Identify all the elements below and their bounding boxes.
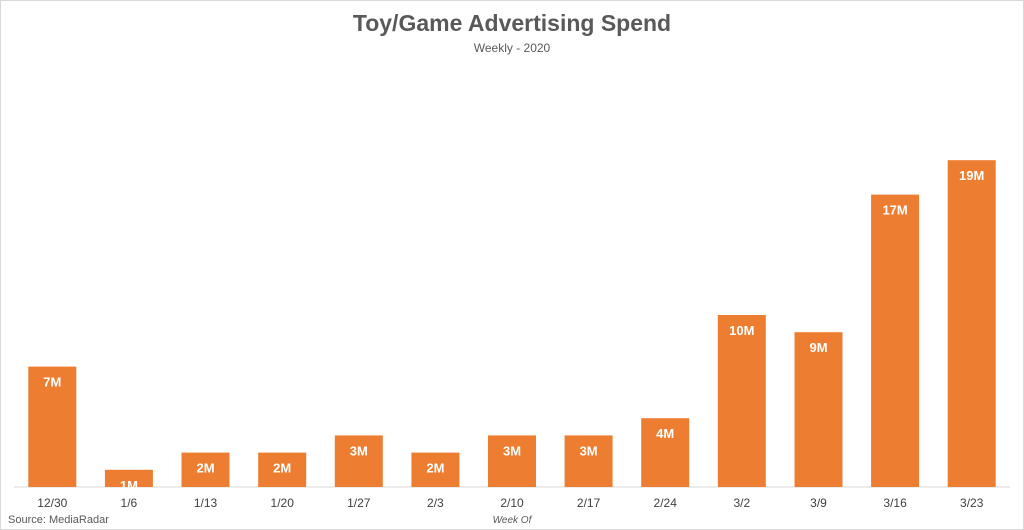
x-axis-title: Week Of	[492, 515, 532, 526]
data-label: 2M	[196, 461, 214, 476]
bar	[28, 366, 77, 487]
bar	[794, 332, 843, 487]
data-label: 1M	[120, 478, 138, 493]
x-tick-label: 1/20	[271, 496, 295, 510]
bar	[641, 418, 690, 487]
source-note: Source: MediaRadar	[8, 514, 109, 526]
chart-title: Toy/Game Advertising Spend	[352, 10, 672, 36]
x-tick-label: 1/13	[194, 496, 218, 510]
bar	[488, 435, 536, 487]
x-tick-label: 3/2	[733, 496, 750, 510]
data-label: 17M	[882, 203, 907, 218]
bar	[717, 315, 766, 487]
data-label: 4M	[656, 426, 674, 441]
data-label: 9M	[809, 340, 827, 355]
bar	[871, 194, 920, 487]
data-label: 3M	[350, 443, 368, 458]
data-label: 2M	[273, 461, 291, 476]
data-label: 3M	[580, 443, 598, 458]
data-label: 3M	[503, 443, 521, 458]
x-tick-label: 3/9	[810, 496, 827, 510]
x-tick-label: 1/6	[121, 496, 138, 510]
x-tick-label: 2/17	[577, 496, 601, 510]
bar	[181, 452, 230, 487]
data-label: 10M	[729, 323, 754, 338]
x-tick-label: 2/3	[427, 496, 444, 510]
chart-subtitle: Weekly - 2020	[473, 41, 551, 55]
bar	[104, 469, 153, 487]
x-tick-label: 2/10	[500, 496, 524, 510]
x-tick-label: 2/24	[654, 496, 678, 510]
x-tick-label: 3/23	[960, 496, 984, 510]
bar	[411, 452, 460, 487]
x-tick-label: 12/30	[37, 496, 67, 510]
data-label: 19M	[959, 168, 984, 183]
bar	[564, 435, 613, 487]
data-label: 7M	[43, 375, 61, 390]
x-tick-label: 3/16	[883, 496, 907, 510]
bar	[334, 435, 383, 487]
x-tick-label: 1/27	[347, 496, 371, 510]
bar	[947, 160, 996, 487]
bar	[258, 452, 307, 487]
data-label: 2M	[426, 461, 444, 476]
